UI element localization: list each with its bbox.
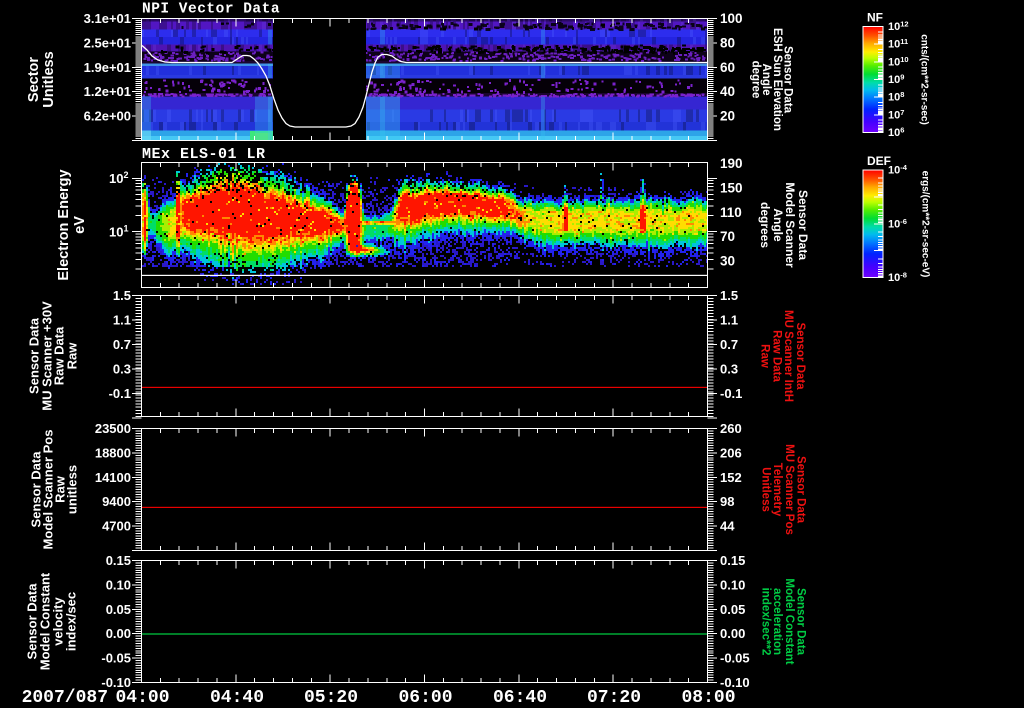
svg-text:MU Scanner IntH: MU Scanner IntH xyxy=(782,310,794,402)
svg-text:Sensor Data: Sensor Data xyxy=(27,317,42,394)
svg-text:100: 100 xyxy=(720,11,743,26)
svg-text:98: 98 xyxy=(720,494,734,509)
svg-text:-0.1: -0.1 xyxy=(720,386,742,401)
svg-text:0.7: 0.7 xyxy=(720,337,738,352)
svg-text:Raw: Raw xyxy=(53,475,68,503)
svg-text:70: 70 xyxy=(720,229,735,244)
svg-text:Sensor Data: Sensor Data xyxy=(794,322,806,390)
svg-text:0.3: 0.3 xyxy=(113,362,131,377)
svg-text:04:00: 04:00 xyxy=(115,688,169,708)
svg-text:Sensor Data: Sensor Data xyxy=(795,588,807,656)
svg-text:20: 20 xyxy=(720,109,735,124)
svg-text:0.00: 0.00 xyxy=(720,626,745,641)
svg-text:-0.05: -0.05 xyxy=(101,651,131,666)
svg-text:60: 60 xyxy=(720,60,735,75)
svg-text:1.9e+01: 1.9e+01 xyxy=(84,60,131,75)
svg-text:Raw: Raw xyxy=(65,342,80,370)
svg-text:0.05: 0.05 xyxy=(106,602,131,617)
svg-text:2007/087: 2007/087 xyxy=(22,688,108,708)
svg-text:Sensor Data: Sensor Data xyxy=(796,190,810,260)
svg-text:06:00: 06:00 xyxy=(398,688,452,708)
svg-text:0.10: 0.10 xyxy=(106,578,131,593)
svg-text:1.5: 1.5 xyxy=(113,288,131,303)
svg-text:degree: degree xyxy=(750,61,762,99)
svg-text:9400: 9400 xyxy=(102,494,131,509)
svg-text:-0.10: -0.10 xyxy=(720,675,750,690)
svg-text:1.2e+01: 1.2e+01 xyxy=(84,84,131,99)
svg-text:44: 44 xyxy=(720,519,735,534)
svg-text:110: 110 xyxy=(720,205,742,220)
svg-text:NPI Vector Data: NPI Vector Data xyxy=(142,2,280,18)
svg-text:0.10: 0.10 xyxy=(720,578,745,593)
svg-text:06:40: 06:40 xyxy=(493,688,547,708)
svg-text:Angle: Angle xyxy=(771,208,785,242)
svg-text:Sensor Data: Sensor Data xyxy=(25,583,40,660)
svg-text:degrees: degrees xyxy=(758,202,772,248)
svg-text:cnts/(cm**2-sr-sec): cnts/(cm**2-sr-sec) xyxy=(919,34,930,125)
svg-text:Sector: Sector xyxy=(26,57,42,102)
svg-text:-0.05: -0.05 xyxy=(720,651,750,666)
svg-text:Model Constant: Model Constant xyxy=(38,572,53,670)
svg-text:0.7: 0.7 xyxy=(113,337,131,352)
svg-text:Raw: Raw xyxy=(759,344,771,368)
svg-text:0.15: 0.15 xyxy=(106,553,131,568)
svg-text:08:00: 08:00 xyxy=(681,688,735,708)
svg-text:152: 152 xyxy=(720,470,742,485)
svg-text:Sensor Data: Sensor Data xyxy=(795,456,807,524)
svg-text:eV: eV xyxy=(72,216,88,234)
svg-text:-0.10: -0.10 xyxy=(101,675,131,690)
svg-text:2.5e+01: 2.5e+01 xyxy=(84,36,131,51)
svg-text:0.05: 0.05 xyxy=(720,602,745,617)
svg-text:DEF: DEF xyxy=(867,154,891,168)
svg-text:MU Scanner Pos: MU Scanner Pos xyxy=(783,444,795,535)
svg-text:Electron Energy: Electron Energy xyxy=(56,169,72,280)
svg-text:30: 30 xyxy=(720,254,735,269)
svg-text:Sensor Data: Sensor Data xyxy=(782,46,794,114)
svg-text:1.1: 1.1 xyxy=(113,313,131,328)
svg-text:Model Constant: Model Constant xyxy=(783,578,795,664)
svg-text:150: 150 xyxy=(720,181,743,196)
svg-text:1.1: 1.1 xyxy=(720,313,738,328)
svg-text:-0.1: -0.1 xyxy=(109,386,131,401)
svg-text:0.15: 0.15 xyxy=(720,553,745,568)
svg-text:80: 80 xyxy=(720,36,735,51)
svg-text:07:20: 07:20 xyxy=(587,688,641,708)
svg-text:Raw Data: Raw Data xyxy=(52,326,67,385)
svg-text:40: 40 xyxy=(720,84,735,99)
svg-text:ergs/(cm**2-sr-sec-eV): ergs/(cm**2-sr-sec-eV) xyxy=(920,171,931,278)
svg-text:Raw Data: Raw Data xyxy=(771,330,783,382)
svg-text:190: 190 xyxy=(720,156,743,171)
svg-text:unitless: unitless xyxy=(65,465,80,514)
svg-text:Sensor Data: Sensor Data xyxy=(29,451,44,528)
svg-text:Telemetry: Telemetry xyxy=(771,463,783,517)
svg-text:3.1e+01: 3.1e+01 xyxy=(84,11,131,26)
svg-text:Model Scanner: Model Scanner xyxy=(783,182,797,268)
svg-text:Unitless: Unitless xyxy=(41,51,57,107)
svg-text:206: 206 xyxy=(720,446,742,461)
svg-text:velocity: velocity xyxy=(51,597,66,646)
svg-text:6.2e+00: 6.2e+00 xyxy=(84,109,131,124)
svg-text:14100: 14100 xyxy=(95,470,131,485)
svg-text:MEx ELS-01 LR: MEx ELS-01 LR xyxy=(142,146,266,163)
svg-text:Angle: Angle xyxy=(760,64,772,96)
svg-text:0.3: 0.3 xyxy=(720,362,738,377)
svg-text:1.5: 1.5 xyxy=(720,288,738,303)
svg-text:4700: 4700 xyxy=(102,519,131,534)
svg-text:ESH Sun Elevation: ESH Sun Elevation xyxy=(771,28,783,131)
svg-text:NF: NF xyxy=(867,11,883,25)
svg-text:acceleration: acceleration xyxy=(771,588,783,655)
svg-text:05:20: 05:20 xyxy=(304,688,358,708)
svg-text:Unitless: Unitless xyxy=(760,467,772,512)
svg-text:260: 260 xyxy=(720,421,742,436)
svg-text:index/sec**2: index/sec**2 xyxy=(760,588,772,656)
svg-text:23500: 23500 xyxy=(95,421,131,436)
svg-text:0.00: 0.00 xyxy=(106,626,131,641)
svg-text:18800: 18800 xyxy=(95,446,131,461)
svg-text:MU Scanner +30V: MU Scanner +30V xyxy=(40,301,55,411)
svg-text:04:40: 04:40 xyxy=(210,688,264,708)
svg-text:index/sec: index/sec xyxy=(64,592,79,651)
svg-text:Model Scanner Pos: Model Scanner Pos xyxy=(41,430,56,550)
